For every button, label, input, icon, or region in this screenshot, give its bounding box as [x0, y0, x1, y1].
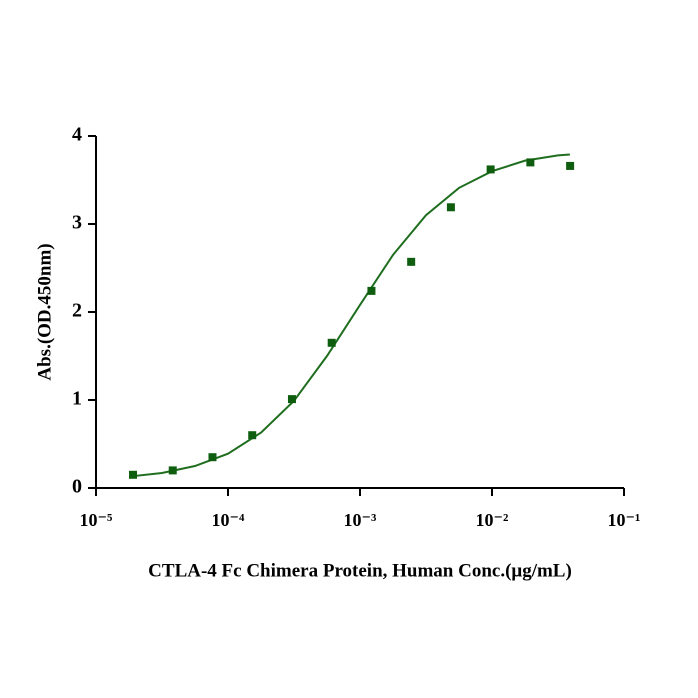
- x-tick-label: 10⁻⁴: [212, 510, 246, 530]
- data-point: [367, 286, 376, 295]
- y-tick-label: 0: [72, 476, 82, 498]
- data-point: [526, 158, 535, 167]
- fit-curve: [128, 153, 570, 478]
- y-tick-label: 2: [72, 300, 82, 322]
- y-tick-label: 3: [72, 212, 82, 234]
- y-axis-title: Abs.(OD.450nm): [34, 243, 55, 380]
- x-tick-label: 10⁻²: [476, 510, 509, 530]
- x-tick-label: 10⁻⁵: [80, 510, 114, 530]
- data-point: [446, 203, 455, 212]
- y-tick-label: 4: [72, 124, 82, 146]
- data-point: [168, 466, 177, 475]
- data-point: [248, 431, 257, 440]
- data-point: [407, 257, 416, 266]
- x-tick-label: 10⁻¹: [608, 510, 641, 530]
- x-axis-title: CTLA-4 Fc Chimera Protein, Human Conc.(μ…: [148, 560, 572, 581]
- y-tick-label: 1: [72, 388, 82, 410]
- data-point: [486, 165, 495, 174]
- x-tick-label: 10⁻³: [344, 510, 378, 530]
- data-point: [327, 338, 336, 347]
- data-point: [287, 395, 296, 404]
- data-point: [566, 161, 575, 170]
- data-point: [208, 453, 217, 462]
- data-point: [129, 470, 138, 479]
